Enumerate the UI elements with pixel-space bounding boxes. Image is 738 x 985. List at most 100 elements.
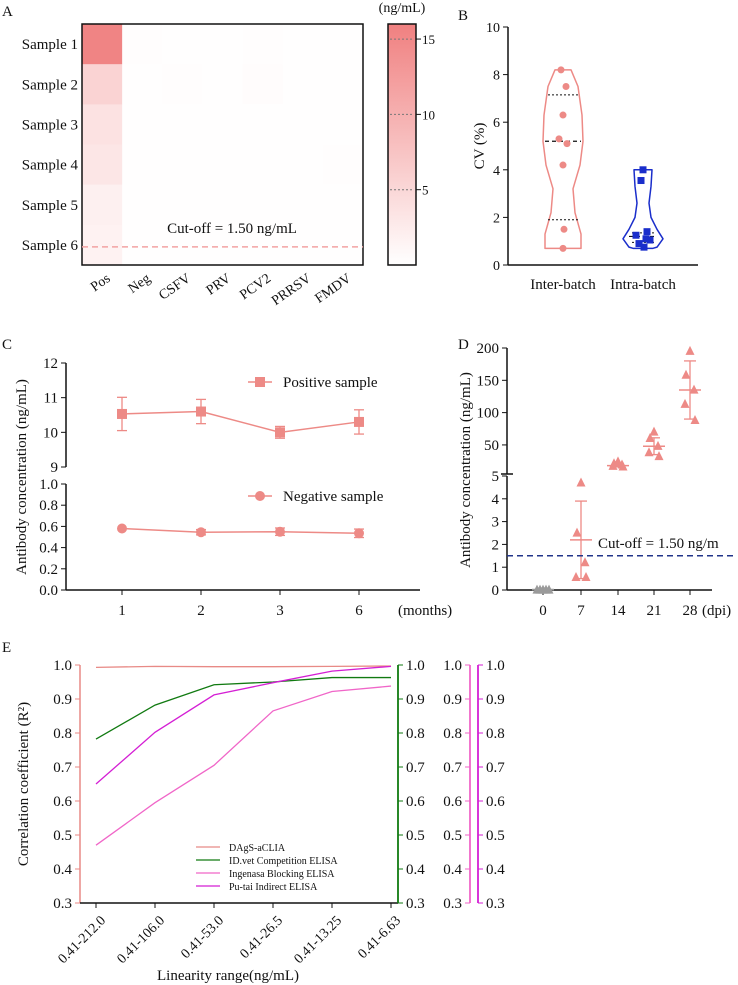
panel-label-a: A bbox=[2, 4, 13, 20]
colorbar bbox=[387, 23, 417, 266]
y-tick-label-right: 0.8 bbox=[406, 726, 425, 742]
x-tick-label: 0.41-106.0 bbox=[115, 913, 169, 967]
x-tick-label: 1 bbox=[118, 603, 126, 619]
col-label: FMDV bbox=[313, 271, 355, 306]
heatmap-frame bbox=[81, 23, 364, 266]
y-tick-label-right: 0.5 bbox=[406, 828, 425, 844]
y-tick-label: 1 bbox=[492, 560, 500, 576]
heatmap-cell bbox=[322, 184, 364, 226]
data-point bbox=[354, 528, 364, 539]
heatmap-cell bbox=[162, 184, 203, 226]
y-axis-label: Correlation coefficient (R²) bbox=[16, 702, 32, 866]
heatmap-cell bbox=[202, 64, 244, 105]
row-label: Sample 6 bbox=[22, 238, 79, 254]
y-tick-label-right: 0.6 bbox=[443, 794, 462, 810]
group-label: Inter-batch bbox=[530, 277, 596, 293]
cutoff-label: Cut-off = 1.50 ng/mL bbox=[167, 221, 297, 237]
heatmap-cell bbox=[162, 224, 203, 266]
data-point bbox=[680, 398, 690, 408]
heatmap-cell bbox=[242, 224, 284, 266]
y-tick-label: 2 bbox=[493, 211, 500, 226]
panel-b-violin: 0 2 4 6 8 10 CV (%) Inter-batch Intra-batch bbox=[472, 21, 698, 293]
cutoff-label: Cut-off = 1.50 ng/m bbox=[598, 536, 719, 552]
y-axis-label: CV (%) bbox=[472, 123, 488, 170]
violin-point bbox=[557, 66, 565, 74]
panel-label-e: E bbox=[2, 640, 11, 656]
violin-point bbox=[640, 243, 648, 251]
row-label: Sample 5 bbox=[22, 198, 78, 214]
violin-point bbox=[562, 83, 570, 90]
y-tick-label-right: 1.0 bbox=[486, 658, 505, 674]
y-tick-label: 1.0 bbox=[39, 477, 58, 493]
row-label: Sample 2 bbox=[22, 77, 78, 93]
heatmap-cell bbox=[242, 104, 284, 145]
y-tick-label-right: 0.9 bbox=[443, 692, 462, 708]
heatmap-cell bbox=[322, 64, 364, 105]
heatmap-cell bbox=[82, 24, 123, 65]
x-tick-label: 3 bbox=[276, 603, 284, 619]
violin-outline bbox=[542, 69, 584, 250]
series-line bbox=[121, 410, 360, 434]
col-label: PCV2 bbox=[237, 271, 274, 303]
y-tick-label: 0 bbox=[493, 259, 500, 274]
col-label: Pos bbox=[88, 271, 113, 295]
heatmap-cell bbox=[162, 64, 203, 105]
y-tick-label: 0.7 bbox=[53, 760, 72, 776]
panel-label-d: D bbox=[458, 337, 469, 353]
y-tick-label: 0.3 bbox=[53, 896, 72, 912]
heatmap-cell bbox=[162, 104, 203, 145]
y-tick-label: 2 bbox=[492, 537, 500, 553]
heatmap-cell bbox=[202, 224, 244, 266]
y-tick-label-right: 0.9 bbox=[486, 692, 505, 708]
y-tick-label: 0.2 bbox=[39, 562, 58, 578]
heatmap-cell bbox=[282, 64, 324, 105]
col-label: PRRSV bbox=[269, 271, 314, 309]
y-tick-label: 0.5 bbox=[53, 828, 72, 844]
data-point bbox=[117, 408, 127, 419]
data-point bbox=[689, 384, 699, 394]
row-label: Sample 4 bbox=[22, 158, 79, 174]
legend-marker bbox=[255, 377, 265, 387]
x-tick-label: 0.41-212.0 bbox=[56, 913, 110, 967]
violin-point bbox=[560, 225, 568, 233]
violin-point bbox=[639, 166, 647, 174]
legend-marker bbox=[255, 491, 265, 501]
heatmap-cell bbox=[82, 104, 123, 145]
panel-e-linearity: 0.3 0.4 0.5 0.6 0.7 0.8 0.9 1.0 0.3 0.4 0.5 0.6 0.7 0… bbox=[16, 658, 505, 984]
y-tick-label-right: 1.0 bbox=[406, 658, 425, 674]
heatmap-cell bbox=[242, 184, 284, 226]
series-line bbox=[95, 676, 391, 740]
y-tick-label-right: 0.3 bbox=[443, 896, 462, 912]
y-tick-label: 9 bbox=[51, 460, 59, 476]
y-tick-label: 100 bbox=[477, 406, 500, 422]
x-tick-label: 2 bbox=[197, 603, 205, 619]
legend-label: Ingenasa Blocking ELISA bbox=[229, 869, 335, 880]
y-tick-label: 0.0 bbox=[39, 583, 58, 599]
x-tick-label: 0.41-6.63 bbox=[355, 913, 404, 962]
y-tick-label: 0.8 bbox=[53, 726, 72, 742]
violin-point bbox=[646, 236, 654, 244]
x-tick-label: 0.41-13.25 bbox=[292, 913, 346, 967]
x-tick-label: 28 bbox=[683, 603, 698, 619]
y-tick-label-right: 0.5 bbox=[443, 828, 462, 844]
data-point bbox=[685, 345, 695, 355]
col-label: Neg bbox=[126, 271, 154, 297]
y-tick-label: 0.9 bbox=[53, 692, 72, 708]
data-point bbox=[354, 416, 364, 427]
heatmap-cell bbox=[282, 184, 324, 226]
y-tick-label-right: 0.7 bbox=[443, 760, 462, 776]
x-axis-label: Linearity range(ng/mL) bbox=[157, 968, 299, 984]
colorbar-unit: (ng/mL) bbox=[379, 1, 426, 16]
y-tick-label-right: 0.6 bbox=[486, 794, 505, 810]
violin-point bbox=[637, 177, 645, 185]
panel-label-c: C bbox=[2, 337, 12, 353]
y-tick-label: 5 bbox=[492, 469, 500, 485]
col-label: PRV bbox=[204, 271, 234, 298]
data-point bbox=[580, 557, 590, 567]
data-point bbox=[572, 527, 582, 537]
heatmap-cell bbox=[242, 64, 284, 105]
legend-label: Negative sample bbox=[283, 489, 384, 505]
heatmap-cell bbox=[282, 144, 324, 186]
